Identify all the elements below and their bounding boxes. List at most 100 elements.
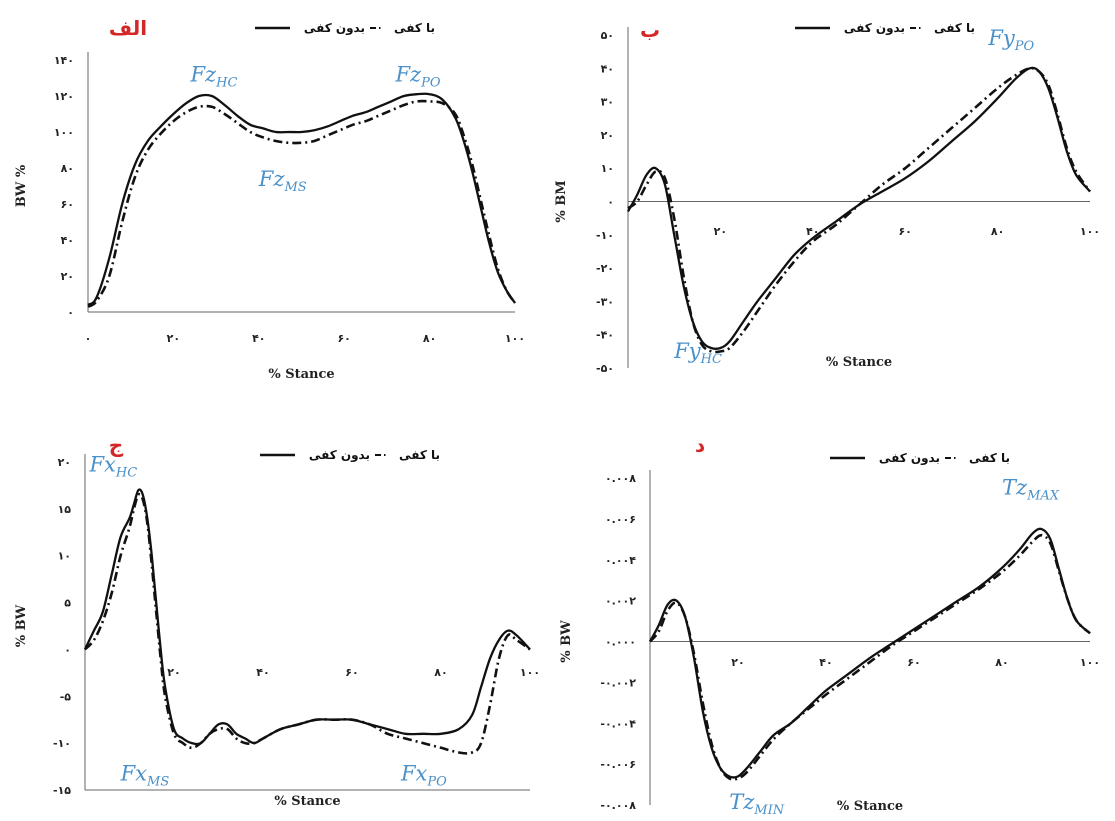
x-tick-label: ۱۰۰: [1080, 656, 1100, 669]
annotation-subscript: HC: [115, 465, 137, 480]
x-tick-label: ۰: [85, 332, 92, 345]
x-tick-label: ۲۰: [167, 666, 180, 679]
annotation-fy-po: FyPO: [987, 26, 1034, 54]
annotation-main: Fy: [987, 26, 1016, 50]
annotation-subscript: PO: [426, 775, 447, 790]
y-tick-label: ۰.۰۰۸: [605, 472, 636, 485]
annotation-fz-hc: FzHC: [189, 63, 237, 91]
legend-label-without-insole: بدون کفی: [844, 21, 905, 36]
y-tick-label: ۵۰: [601, 29, 614, 42]
annotation-fx-ms: FxMS: [120, 762, 170, 790]
y-tick-label: ۰.۰۰۲: [605, 595, 636, 608]
legend: با کفی بدون کفی: [260, 448, 440, 463]
chart-panel-tz: د با کفی بدون کفی -۰.۰۰۸ -۰.۰۰۶ -۰.۰۰۴ -۰.۰۰۲ ۰…: [559, 433, 1100, 818]
chart-panel-fx: ج با کفی بدون کفی -۱۵ -۱۰ -۵ ۰ ۵ ۱۰ ۱۵ ۲۰ ۲۰ ۴۰ ۶۰ ۸۰ ۱…: [14, 433, 540, 809]
annotation-subscript: PO: [420, 76, 441, 91]
series-line-without-insole: [84, 492, 531, 755]
x-tick-label: ۲۰: [714, 225, 727, 238]
series-line-with-insole: [83, 488, 531, 746]
y-tick-label: ۱۲۰: [54, 90, 74, 103]
y-tick-label: -۰.۰۰۶: [600, 758, 636, 771]
annotation-tz-min: TzMIN: [729, 790, 785, 818]
legend-label-with-insole: با کفی: [394, 21, 435, 35]
annotation-main: Fx: [120, 762, 148, 786]
annotation-subscript: MAX: [1026, 488, 1060, 503]
legend-label-without-insole: بدون کفی: [879, 451, 940, 466]
legend: با کفی بدون کفی: [830, 451, 1010, 466]
x-tick-label: ۴۰: [819, 656, 832, 669]
y-tick-label: -۵۰: [596, 362, 614, 375]
x-tick-label: ۸۰: [423, 332, 436, 345]
x-axis-label: % Stance: [837, 799, 903, 814]
y-tick-label: ۰.۰۰۶: [605, 513, 636, 526]
x-axis-label: % Stance: [274, 794, 340, 809]
annotation-fy-hc: FyHC: [673, 339, 722, 367]
x-tick-label: ۸۰: [995, 656, 1008, 669]
legend-label-with-insole: با کفی: [934, 21, 975, 35]
annotation-fz-ms: FzMS: [258, 167, 307, 195]
x-tick-label: ۱۰۰: [520, 666, 540, 679]
series-line-without-insole: [627, 66, 1092, 354]
chart-panel-fz: الف با کفی بدون کفی ۰ ۲۰ ۴۰ ۶۰ ۸۰ ۱۰۰ ۱۲۰ ۱۴۰ ۰ ۲۰ ۴۰…: [14, 16, 525, 382]
y-tick-label: -۳۰: [596, 295, 614, 308]
annotation-main: Fz: [189, 63, 217, 87]
x-axis-label: % Stance: [826, 355, 892, 370]
x-tick-label: ۶۰: [898, 225, 911, 238]
annotation-fx-hc: FxHC: [88, 452, 137, 480]
y-tick-label: ۲۰: [601, 129, 614, 142]
x-tick-label: ۶۰: [907, 656, 920, 669]
series-line-with-insole: [648, 527, 1091, 779]
x-tick-label: ۸۰: [991, 225, 1004, 238]
x-tick-label: ۱۰۰: [505, 332, 525, 345]
y-tick-label: -۰.۰۰۸: [600, 799, 636, 812]
annotation-fx-po: FxPO: [400, 762, 447, 790]
annotation-subscript: MS: [146, 775, 169, 790]
legend-label-with-insole: با کفی: [399, 448, 440, 462]
y-tick-label: ۴۰: [601, 62, 614, 75]
y-tick-label: ۲۰: [61, 270, 74, 283]
annotation-main: Tz: [729, 790, 755, 814]
y-tick-label: ۸۰: [61, 162, 74, 175]
series-line-without-insole: [649, 533, 1091, 781]
y-tick-label: ۰.۰۰۴: [605, 554, 636, 567]
annotation-main: Fy: [673, 339, 702, 363]
series-line-with-insole: [87, 92, 516, 306]
y-tick-label: ۴۰: [61, 234, 74, 247]
x-tick-label: ۶۰: [337, 332, 350, 345]
annotation-main: Tz: [1002, 475, 1028, 499]
y-tick-label: -۱۰: [596, 229, 614, 242]
x-axis-label: % Stance: [268, 367, 334, 382]
y-tick-label: ۱۵: [58, 503, 72, 516]
y-axis-label: % BM: [554, 180, 569, 222]
y-tick-label: ۶۰: [61, 198, 74, 211]
x-tick-label: ۲۰: [731, 656, 744, 669]
y-tick-label: ۰.۰۰۰: [605, 636, 636, 649]
annotation-subscript: MIN: [753, 803, 784, 818]
y-tick-label: ۱۰۰: [54, 126, 74, 139]
y-tick-label: ۰: [64, 643, 71, 656]
legend: با کفی بدون کفی: [795, 21, 975, 36]
annotation-main: Fz: [394, 63, 422, 87]
y-tick-label: ۱۰: [58, 550, 71, 563]
y-tick-label: ۰: [607, 196, 614, 209]
annotation-main: Fx: [400, 762, 428, 786]
y-tick-label: -۵: [60, 690, 72, 703]
y-tick-label: -۲۰: [596, 262, 614, 275]
y-tick-label: ۲۰: [58, 456, 71, 469]
y-tick-label: -۰.۰۰۲: [600, 676, 636, 689]
y-tick-label: -۱۵: [53, 784, 71, 797]
y-tick-label: ۱۴۰: [54, 54, 74, 67]
x-tick-label: ۱۰۰: [1080, 225, 1100, 238]
x-tick-label: ۶۰: [345, 666, 358, 679]
panel-label: الف: [109, 16, 147, 40]
series-line-with-insole: [626, 66, 1091, 350]
y-tick-label: -۴۰: [596, 329, 614, 342]
legend-label-without-insole: بدون کفی: [304, 21, 365, 36]
x-tick-label: ۴۰: [256, 666, 269, 679]
x-tick-label: ۴۰: [252, 332, 265, 345]
x-tick-label: ۲۰: [167, 332, 180, 345]
annotation-main: Fx: [88, 452, 116, 476]
annotation-subscript: PO: [1014, 39, 1035, 54]
panel-label: ب: [640, 18, 660, 42]
